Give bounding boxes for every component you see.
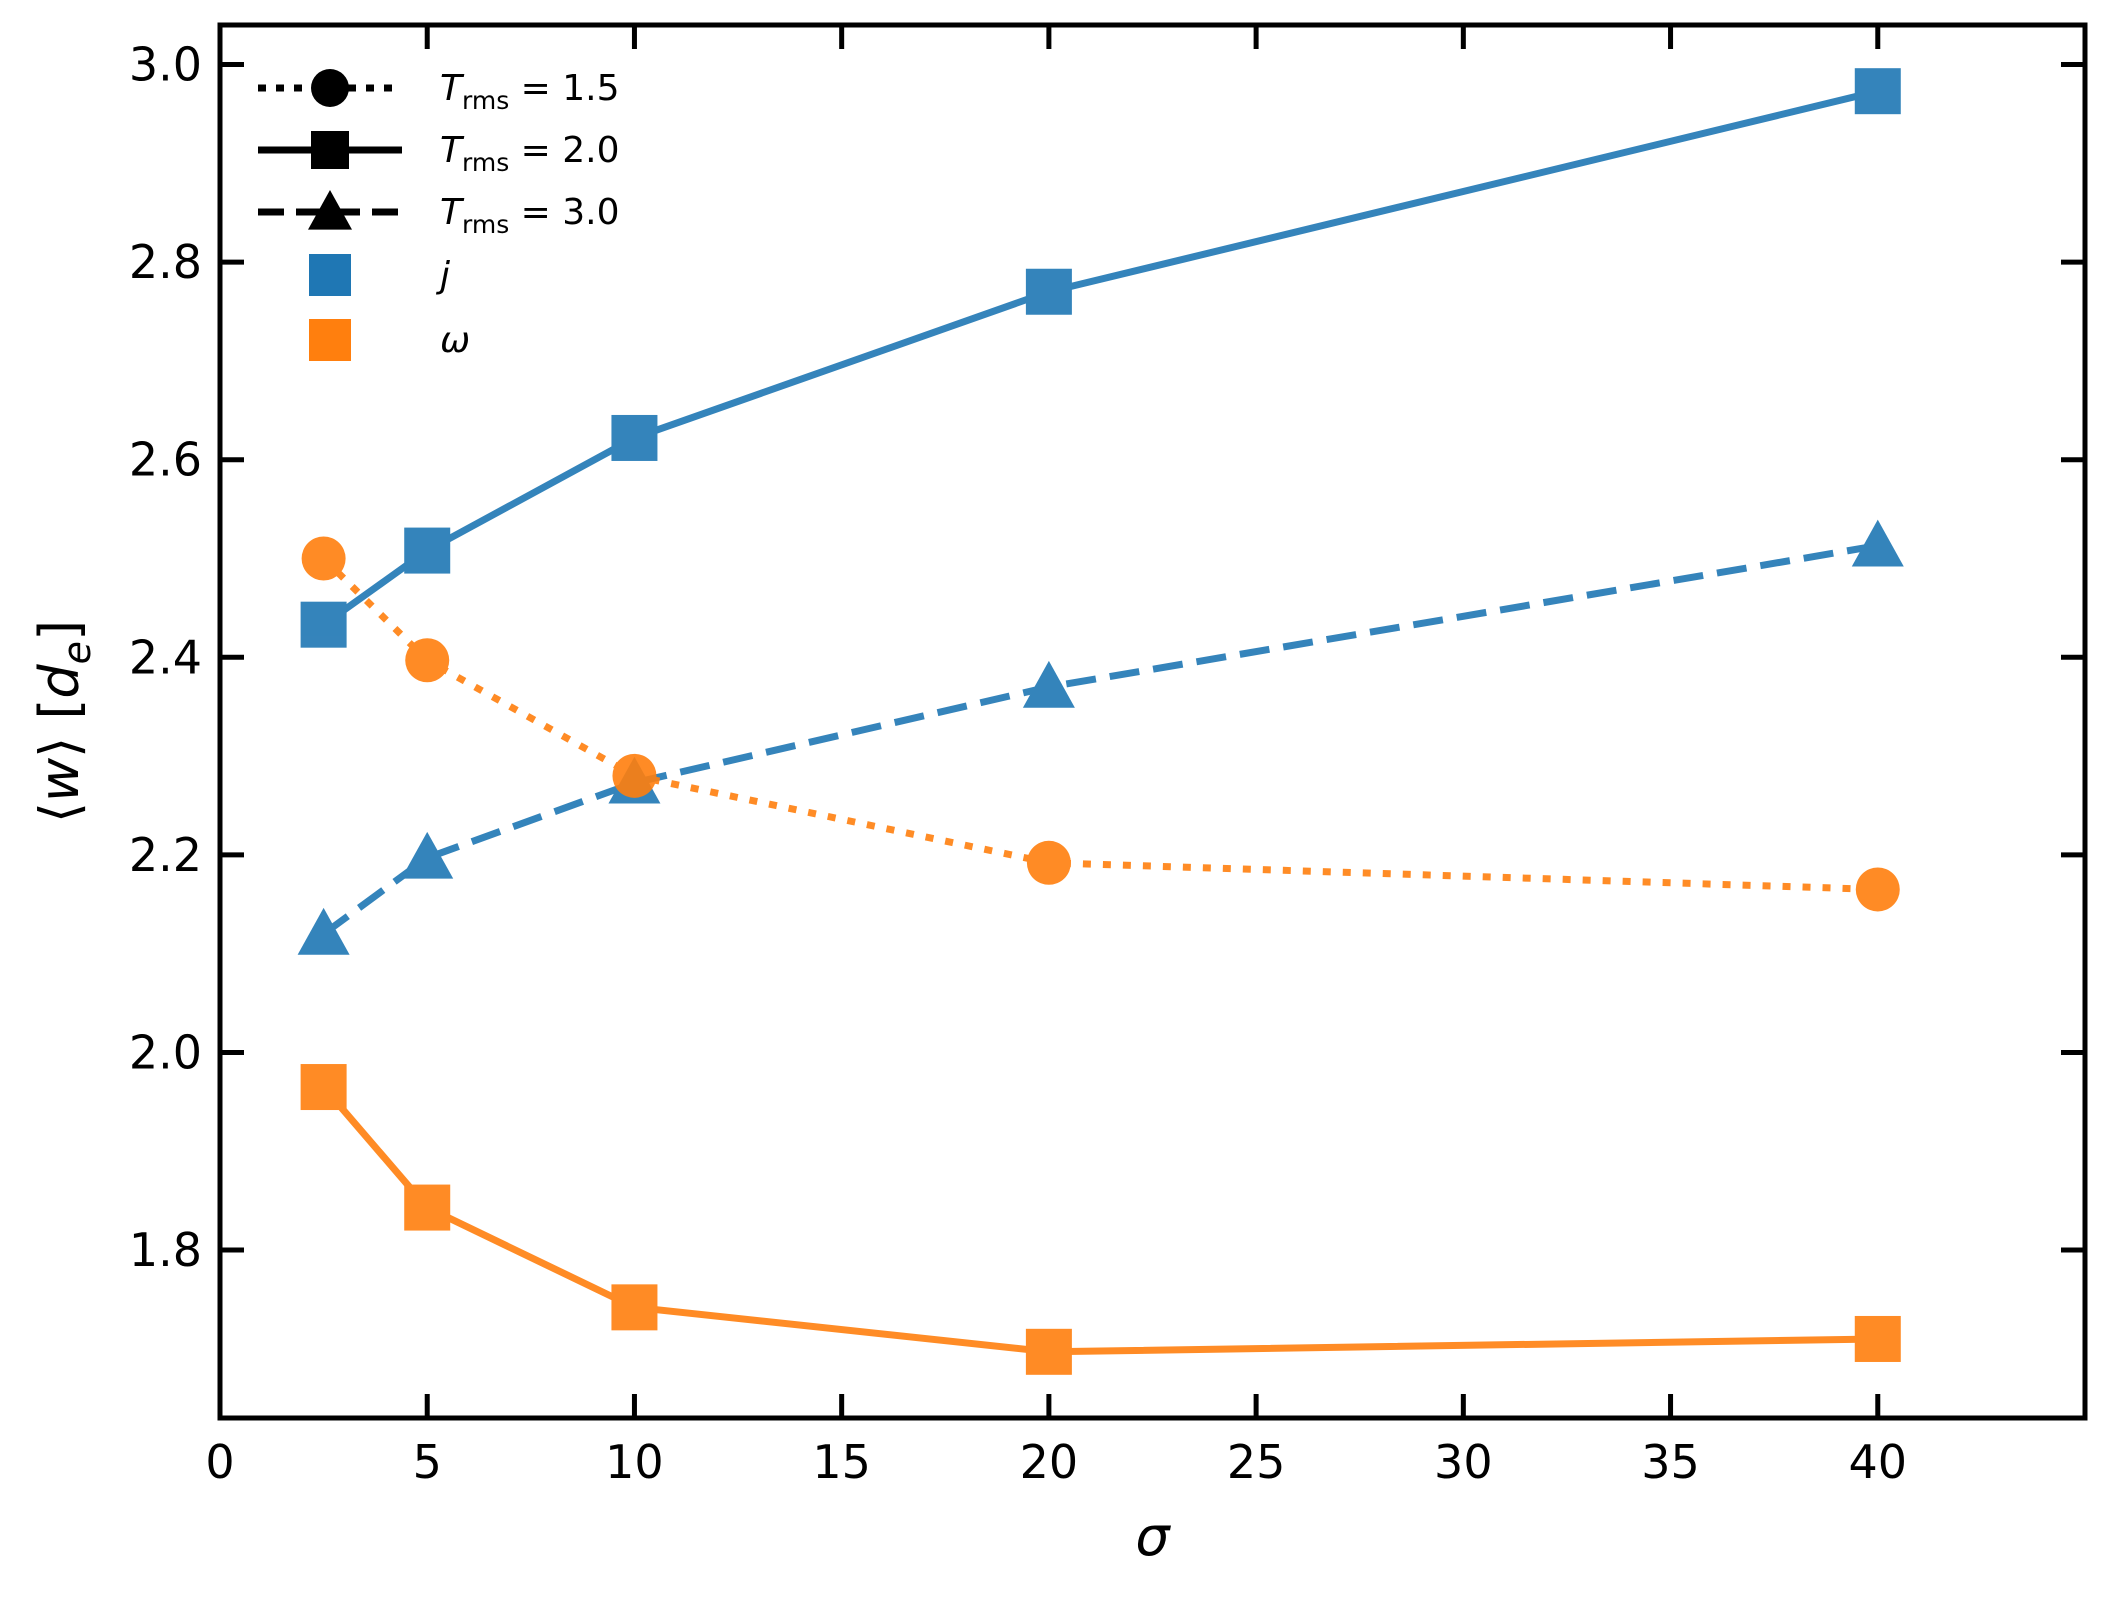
series-line-j-trms-3.0 <box>321 542 1879 937</box>
legend-item-2: Trms = 3.0 <box>258 190 620 239</box>
data-point-omega-trms-2.0-3 <box>1025 1328 1072 1375</box>
y-axis-label-var: w <box>28 757 91 802</box>
y-axis-label-unit-sub: e <box>55 641 99 664</box>
x-tick-label: 20 <box>1020 1435 1079 1489</box>
y-axis-label-prefix: ⟨ <box>28 802 91 823</box>
series-line-omega-trms-1.5 <box>321 555 1878 893</box>
data-point-omega-trms-1.5-0 <box>301 536 346 581</box>
data-point-j-trms-3.0-4 <box>1851 519 1904 567</box>
x-tick-label: 0 <box>205 1435 234 1489</box>
legend-item-0: Trms = 1.5 <box>258 68 620 115</box>
legend-label: j <box>435 255 450 296</box>
y-tick-label: 2.4 <box>129 630 202 684</box>
series-line-omega-trms-2.0 <box>320 1084 1878 1356</box>
legend-label: Trms = 1.5 <box>440 68 620 115</box>
y-axis-label-mid: ⟩ [ <box>28 699 91 758</box>
legend-item-3: j <box>309 254 450 296</box>
ticks-layer: 0 5 10 15 20 25 30 35 40 1.8 2.0 2.2 2.4 2.6 2.8 3.0 <box>129 25 2085 1489</box>
y-tick-label: 2.0 <box>129 1025 202 1079</box>
y-axis-label-unit: d <box>28 664 91 699</box>
series-j-trms-2.0 <box>300 68 1901 648</box>
x-tick-label: 5 <box>413 1435 442 1489</box>
y-tick-label: 2.2 <box>129 828 202 882</box>
data-point-j-trms-2.0-3 <box>1025 268 1072 315</box>
data-point-omega-trms-1.5-2 <box>612 753 657 798</box>
data-point-j-trms-3.0-1 <box>401 831 454 879</box>
series-line-j-trms-2.0 <box>321 87 1879 628</box>
y-tick-label: 3.0 <box>129 38 202 92</box>
data-point-j-trms-3.0-3 <box>1022 660 1075 708</box>
series-omega-trms-1.5 <box>301 536 1900 912</box>
data-point-j-trms-2.0-4 <box>1854 68 1901 115</box>
data-point-omega-trms-2.0-0 <box>300 1064 347 1111</box>
y-tick-label: 1.8 <box>129 1223 202 1277</box>
legend-color-swatch <box>309 254 351 296</box>
legend-marker-triangle <box>308 190 352 230</box>
legend-label: ω <box>440 320 470 361</box>
x-axis-label: σ <box>1135 1505 1171 1568</box>
data-point-j-trms-2.0-0 <box>300 601 347 648</box>
legend-label: Trms = 2.0 <box>440 130 620 177</box>
data-point-omega-trms-1.5-4 <box>1855 867 1900 912</box>
data-point-omega-trms-1.5-3 <box>1026 840 1071 885</box>
legend: Trms = 1.5 Trms = 2.0 Trms = 3.0 jω <box>258 68 620 361</box>
legend-item-1: Trms = 2.0 <box>258 130 620 177</box>
x-tick-label: 40 <box>1849 1435 1908 1489</box>
x-tick-label: 30 <box>1434 1435 1493 1489</box>
x-tick-label: 10 <box>605 1435 664 1489</box>
x-tick-label: 25 <box>1227 1435 1286 1489</box>
series-omega-trms-2.0 <box>300 1064 1901 1375</box>
legend-color-swatch <box>309 319 351 361</box>
data-point-omega-trms-2.0-2 <box>611 1284 658 1331</box>
data-point-omega-trms-2.0-4 <box>1854 1315 1901 1362</box>
legend-label: Trms = 3.0 <box>440 192 620 239</box>
data-point-j-trms-2.0-1 <box>404 527 451 574</box>
legend-marker-circle <box>311 69 349 107</box>
y-axis-label-suffix: ] <box>28 620 91 641</box>
x-tick-label: 15 <box>812 1435 871 1489</box>
data-point-omega-trms-1.5-1 <box>405 638 450 683</box>
x-tick-label: 35 <box>1641 1435 1700 1489</box>
y-axis-label: ⟨w⟩ [de] <box>28 620 99 823</box>
series-j-trms-3.0 <box>297 519 1904 955</box>
series-layer <box>297 68 1904 1375</box>
data-point-j-trms-3.0-0 <box>297 907 350 955</box>
data-point-j-trms-2.0-2 <box>611 414 658 461</box>
y-tick-label: 2.8 <box>129 235 202 289</box>
legend-marker-square <box>311 131 349 169</box>
legend-item-4: ω <box>309 319 470 361</box>
y-tick-label: 2.6 <box>129 433 202 487</box>
data-point-omega-trms-2.0-1 <box>404 1184 451 1231</box>
plot-frame <box>217 22 2088 1421</box>
